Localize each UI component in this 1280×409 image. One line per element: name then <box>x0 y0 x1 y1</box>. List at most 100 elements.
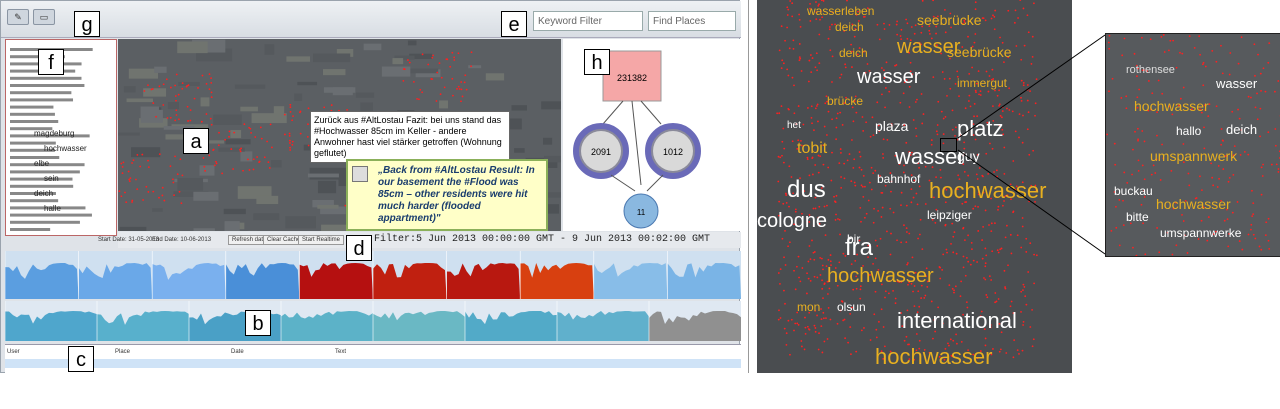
map-dot <box>204 169 207 172</box>
map-dot <box>218 131 220 134</box>
col-text[interactable]: Text <box>335 349 347 355</box>
map-terrain <box>545 192 561 198</box>
map-dot <box>851 106 854 109</box>
map-dot <box>1156 134 1158 137</box>
map-dot <box>849 312 852 315</box>
map-dot <box>210 77 212 80</box>
map-dot <box>856 253 859 256</box>
map-word: wasser <box>897 36 961 58</box>
timeline-top-svg[interactable] <box>5 251 741 299</box>
map-dot <box>858 20 860 22</box>
map-dot <box>162 83 165 86</box>
map-word: bir <box>847 232 861 246</box>
map-dot <box>1181 52 1184 55</box>
map-dot <box>905 335 908 338</box>
map-dot <box>777 180 780 183</box>
map-dot <box>844 337 847 340</box>
map-dot <box>990 222 993 225</box>
map-dot <box>240 147 243 150</box>
map-dot <box>840 186 843 189</box>
map-dot <box>868 181 871 184</box>
edit-button[interactable]: ✎ <box>7 9 29 25</box>
map-dot <box>1157 79 1160 82</box>
map-dot <box>928 179 931 182</box>
map-dot <box>852 166 855 169</box>
map-dot <box>161 194 164 197</box>
map-dot <box>825 317 827 320</box>
map-dot <box>782 62 785 65</box>
map-terrain <box>213 114 242 125</box>
map-dot <box>460 88 463 91</box>
map-dot <box>827 258 830 261</box>
find-places-input[interactable]: Find Places <box>648 11 736 31</box>
map-dot <box>825 95 828 98</box>
map-dot <box>307 107 310 110</box>
map-dot <box>1113 142 1116 145</box>
map-dot <box>440 76 443 79</box>
map-dot <box>859 288 862 291</box>
map-dot <box>816 103 819 106</box>
col-place[interactable]: Place <box>115 349 131 355</box>
map-dot <box>997 208 999 211</box>
view-button[interactable]: ▭ <box>33 9 55 25</box>
start-realtime-button[interactable]: Start Realtime <box>298 235 345 245</box>
map-dot <box>835 126 838 129</box>
map-dot <box>1175 66 1178 69</box>
map-dot <box>934 330 937 333</box>
map-dot <box>1013 339 1016 342</box>
map-dot <box>1220 199 1222 202</box>
map-dot <box>822 311 825 314</box>
zoom-word: umspannwerke <box>1160 226 1242 240</box>
timeline-area <box>78 263 153 299</box>
start-date-label[interactable]: Start Date: 31-05-2013 <box>98 237 160 243</box>
map-dot <box>875 328 878 331</box>
map-dot <box>288 134 291 137</box>
map-terrain <box>286 56 311 62</box>
map-dot <box>1251 189 1253 192</box>
zoom-word: deich <box>1226 122 1258 137</box>
timeline-bottom-svg[interactable] <box>5 301 741 341</box>
map-dot <box>846 159 849 162</box>
map-dot <box>1019 0 1022 1</box>
end-date-label[interactable]: End Date: 10-06-2013 <box>152 237 212 243</box>
map-dot <box>840 300 843 302</box>
timeline-area <box>557 311 649 341</box>
map-dot <box>289 103 292 106</box>
timeline-bottom[interactable] <box>5 301 741 341</box>
map-terrain <box>193 228 215 231</box>
map-dot <box>1001 116 1003 119</box>
map-dot <box>954 134 956 137</box>
map-terrain <box>253 213 280 221</box>
map-dot <box>840 152 842 154</box>
map-dot <box>951 222 954 225</box>
map-dot <box>827 37 830 40</box>
map-dot <box>942 117 945 120</box>
map-dot <box>819 256 822 259</box>
map-dot <box>1202 206 1205 209</box>
map-dot <box>1258 245 1261 248</box>
map-dot <box>1197 238 1200 240</box>
col-user[interactable]: User <box>7 349 20 355</box>
map-dot <box>839 111 842 114</box>
map-dot <box>421 53 424 56</box>
cloud-line <box>10 163 85 167</box>
map-dot <box>886 275 889 278</box>
map-dot <box>1033 2 1035 5</box>
map-dot <box>200 120 203 123</box>
table-row[interactable] <box>5 359 741 368</box>
timeline-area <box>593 263 668 299</box>
map-dot <box>998 104 1000 107</box>
map-dot <box>1008 87 1011 90</box>
map-dot <box>808 174 811 177</box>
map-dot <box>961 202 964 205</box>
col-date[interactable]: Date <box>231 349 244 355</box>
map-dot <box>956 188 959 191</box>
map-dot <box>1006 194 1009 197</box>
keyword-filter-input[interactable]: Keyword Filter <box>533 11 643 31</box>
map-dot <box>903 224 905 227</box>
map-dot <box>1200 111 1203 114</box>
timeline-top[interactable] <box>5 251 741 299</box>
map-dot <box>212 149 215 152</box>
map-dot <box>900 28 903 31</box>
map-dot <box>145 185 148 188</box>
